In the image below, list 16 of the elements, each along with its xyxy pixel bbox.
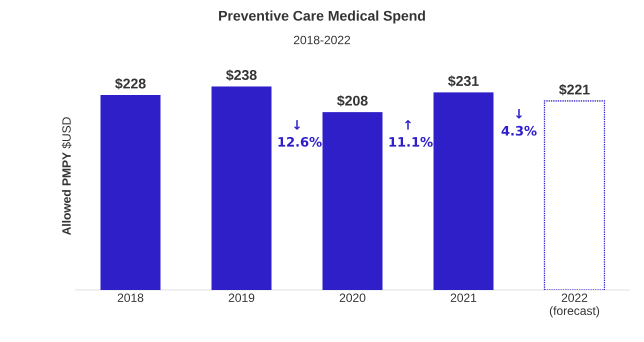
x-tick-label: 2021 [450,294,476,302]
data-label: $221 [559,84,590,96]
annotation: ↓ 4.3% [502,109,537,136]
annotation: ↓ 12.6% [278,120,322,147]
data-label: $228 [115,78,146,90]
data-label: $208 [337,95,368,107]
y-axis-title: Allowed PMPY $USD [62,117,72,236]
annotation: ↑ 11.1% [389,120,433,147]
chart-title: Preventive Care Medical Spend [219,10,425,24]
data-label: $238 [226,69,257,81]
chart-subtitle: 2018-2022 [294,36,350,44]
data-label: $231 [448,75,479,87]
x-tick-label: 2018 [118,294,144,302]
x-tick-label: 2022 (forecast) [550,294,600,318]
x-tick-label: 2020 [340,294,366,302]
x-tick-label: 2019 [228,294,254,302]
